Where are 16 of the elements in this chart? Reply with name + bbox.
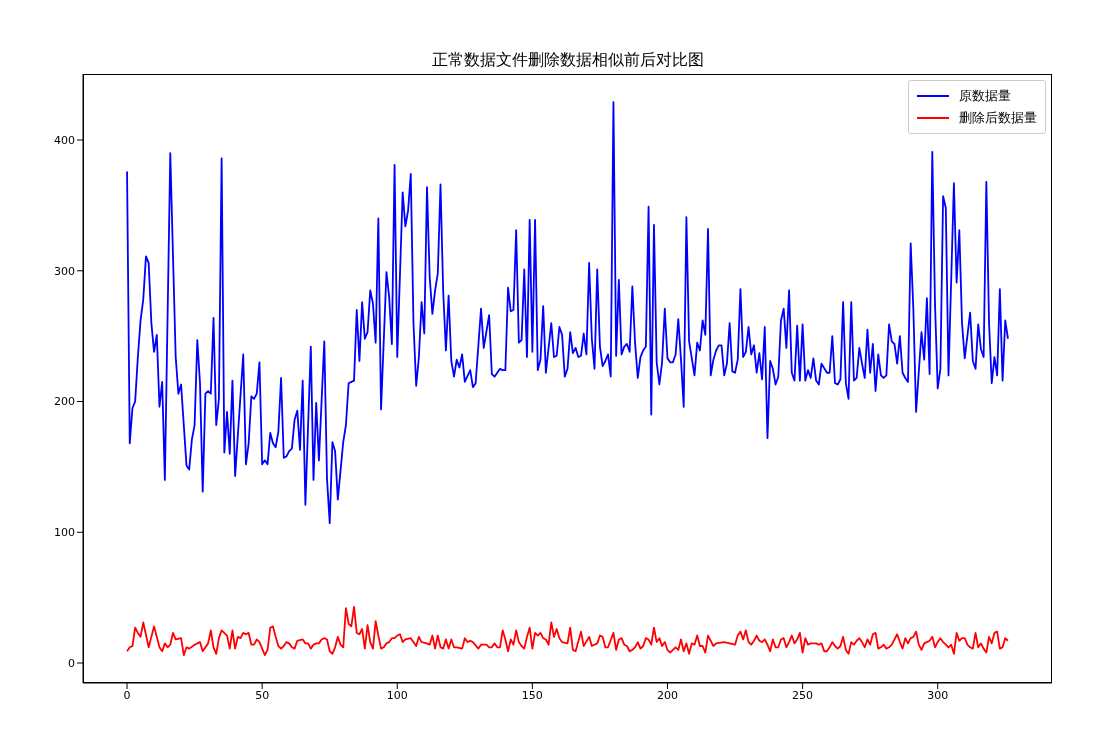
x-tick-label: 150 xyxy=(521,688,543,702)
line-series xyxy=(126,605,1009,657)
x-tick-label: 300 xyxy=(927,688,949,702)
chart-title: 正常数据文件删除数据相似前后对比图 xyxy=(430,50,705,71)
y-tick-label: 200 xyxy=(54,395,75,409)
y-tick-label: 400 xyxy=(54,133,75,147)
x-tick-label: 50 xyxy=(255,688,270,702)
y-tick-label: 100 xyxy=(54,526,75,540)
legend-label: 删除后数据量 xyxy=(959,109,1037,127)
x-tick-label: 0 xyxy=(123,688,131,702)
x-tick-label: 250 xyxy=(792,688,814,702)
legend-label: 原数据量 xyxy=(959,87,1011,105)
x-tick-label: 200 xyxy=(656,688,678,702)
y-tick-label: 0 xyxy=(68,656,75,670)
x-tick-label: 100 xyxy=(386,688,408,702)
y-tick-label: 300 xyxy=(54,264,75,278)
